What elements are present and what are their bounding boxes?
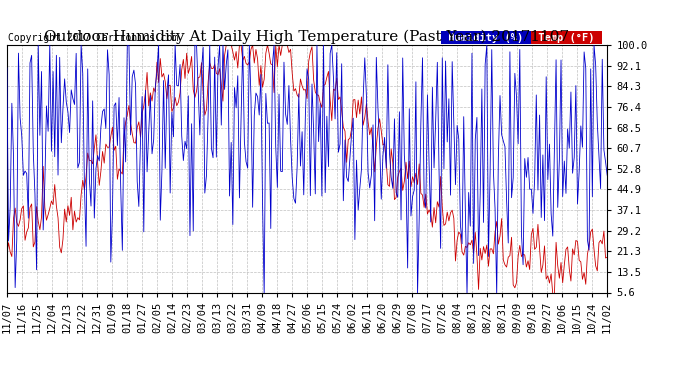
Text: Temp (°F): Temp (°F) xyxy=(532,33,601,42)
Text: Humidity (%): Humidity (%) xyxy=(442,33,530,42)
Title: Outdoor Humidity At Daily High Temperature (Past Year) 20171107: Outdoor Humidity At Daily High Temperatu… xyxy=(44,30,570,44)
Text: Copyright 2017 Cartronics.com: Copyright 2017 Cartronics.com xyxy=(8,33,178,42)
